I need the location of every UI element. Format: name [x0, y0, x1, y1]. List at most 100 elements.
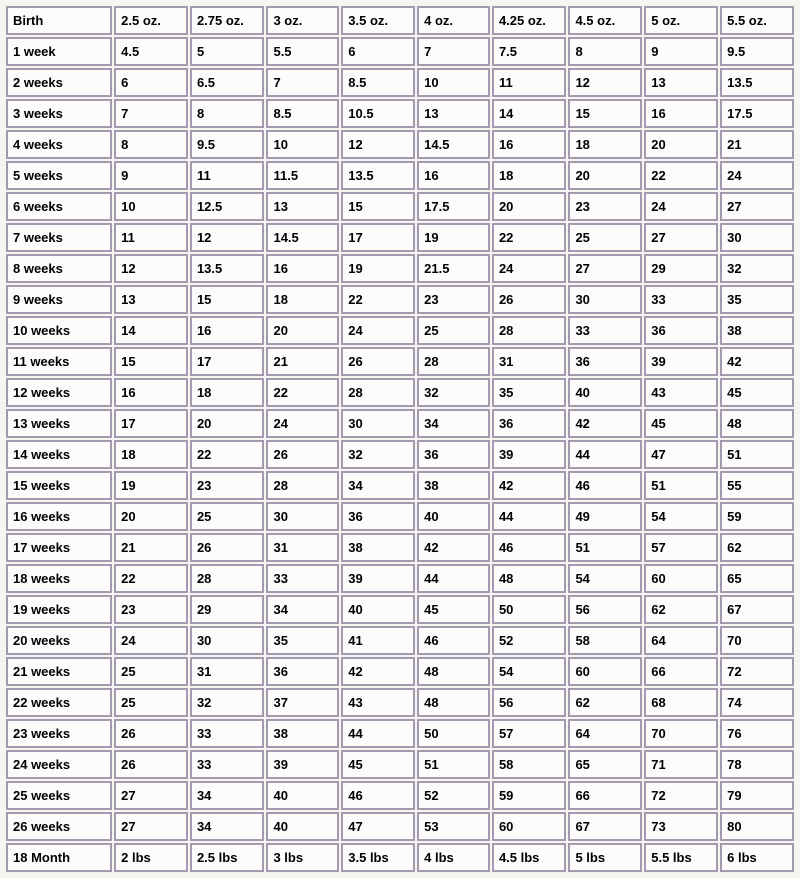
- data-cell: 10: [114, 192, 188, 221]
- table-row: 12 weeks161822283235404345: [6, 378, 794, 407]
- data-cell: 9.5: [720, 37, 794, 66]
- data-cell: 8: [568, 37, 642, 66]
- data-cell: 57: [644, 533, 718, 562]
- data-cell: 42: [492, 471, 567, 500]
- row-header-cell: 5 weeks: [6, 161, 112, 190]
- table-row: 25 weeks273440465259667279: [6, 781, 794, 810]
- data-cell: 6: [114, 68, 188, 97]
- table-row: 22 weeks253237434856626874: [6, 688, 794, 717]
- data-cell: 17: [341, 223, 415, 252]
- row-header-cell: 24 weeks: [6, 750, 112, 779]
- data-cell: 21: [114, 533, 188, 562]
- data-cell: 38: [341, 533, 415, 562]
- data-cell: 24: [341, 316, 415, 345]
- data-cell: 72: [720, 657, 794, 686]
- data-cell: 45: [720, 378, 794, 407]
- data-cell: 47: [644, 440, 718, 469]
- data-cell: 54: [644, 502, 718, 531]
- data-cell: 45: [341, 750, 415, 779]
- data-cell: 16: [644, 99, 718, 128]
- data-cell: 15: [568, 99, 642, 128]
- data-cell: 17.5: [417, 192, 490, 221]
- data-cell: 38: [720, 316, 794, 345]
- data-cell: 41: [341, 626, 415, 655]
- data-cell: 34: [190, 781, 265, 810]
- data-cell: 32: [417, 378, 490, 407]
- data-cell: 10: [417, 68, 490, 97]
- table-row: 7 weeks111214.5171922252730: [6, 223, 794, 252]
- table-row: 11 weeks151721262831363942: [6, 347, 794, 376]
- row-header-cell: 20 weeks: [6, 626, 112, 655]
- data-cell: 5 lbs: [568, 843, 642, 872]
- table-row: 4 weeks89.5101214.516182021: [6, 130, 794, 159]
- data-cell: 13.5: [720, 68, 794, 97]
- data-cell: 66: [568, 781, 642, 810]
- data-cell: 70: [720, 626, 794, 655]
- data-cell: 16: [492, 130, 567, 159]
- data-cell: 3 oz.: [266, 6, 339, 35]
- data-cell: 60: [644, 564, 718, 593]
- row-header-cell: Birth: [6, 6, 112, 35]
- data-cell: 45: [417, 595, 490, 624]
- data-cell: 27: [568, 254, 642, 283]
- row-header-cell: 1 week: [6, 37, 112, 66]
- data-cell: 13.5: [190, 254, 265, 283]
- data-cell: 14: [492, 99, 567, 128]
- row-header-cell: 17 weeks: [6, 533, 112, 562]
- data-cell: 51: [720, 440, 794, 469]
- row-header-cell: 8 weeks: [6, 254, 112, 283]
- data-cell: 16: [417, 161, 490, 190]
- data-cell: 16: [190, 316, 265, 345]
- data-cell: 5.5 lbs: [644, 843, 718, 872]
- data-cell: 60: [568, 657, 642, 686]
- data-cell: 13.5: [341, 161, 415, 190]
- data-cell: 34: [417, 409, 490, 438]
- table-row: 18 Month2 lbs2.5 lbs3 lbs3.5 lbs4 lbs4.5…: [6, 843, 794, 872]
- data-cell: 66: [644, 657, 718, 686]
- table-row: 10 weeks141620242528333638: [6, 316, 794, 345]
- data-cell: 6.5: [190, 68, 265, 97]
- data-cell: 32: [341, 440, 415, 469]
- data-cell: 30: [720, 223, 794, 252]
- data-cell: 18: [190, 378, 265, 407]
- weight-growth-table: Birth2.5 oz.2.75 oz.3 oz.3.5 oz.4 oz.4.2…: [4, 4, 796, 874]
- data-cell: 44: [492, 502, 567, 531]
- data-cell: 68: [644, 688, 718, 717]
- table-row: 13 weeks172024303436424548: [6, 409, 794, 438]
- data-cell: 28: [190, 564, 265, 593]
- data-cell: 59: [720, 502, 794, 531]
- data-cell: 25: [568, 223, 642, 252]
- data-cell: 11: [190, 161, 265, 190]
- data-cell: 14.5: [266, 223, 339, 252]
- data-cell: 8.5: [266, 99, 339, 128]
- data-cell: 51: [644, 471, 718, 500]
- data-cell: 7: [266, 68, 339, 97]
- data-cell: 44: [568, 440, 642, 469]
- data-cell: 38: [266, 719, 339, 748]
- data-cell: 42: [417, 533, 490, 562]
- data-cell: 33: [190, 719, 265, 748]
- data-cell: 13: [114, 285, 188, 314]
- table-row: 8 weeks1213.5161921.524272932: [6, 254, 794, 283]
- data-cell: 52: [417, 781, 490, 810]
- data-cell: 18: [492, 161, 567, 190]
- row-header-cell: 19 weeks: [6, 595, 112, 624]
- row-header-cell: 7 weeks: [6, 223, 112, 252]
- data-cell: 55: [720, 471, 794, 500]
- data-cell: 44: [341, 719, 415, 748]
- data-cell: 17: [114, 409, 188, 438]
- data-cell: 58: [568, 626, 642, 655]
- data-cell: 25: [114, 657, 188, 686]
- data-cell: 10.5: [341, 99, 415, 128]
- data-cell: 57: [492, 719, 567, 748]
- data-cell: 30: [341, 409, 415, 438]
- data-cell: 17: [190, 347, 265, 376]
- data-cell: 3.5 oz.: [341, 6, 415, 35]
- data-cell: 5 oz.: [644, 6, 718, 35]
- data-cell: 26: [341, 347, 415, 376]
- data-cell: 20: [266, 316, 339, 345]
- data-cell: 34: [266, 595, 339, 624]
- data-cell: 24: [644, 192, 718, 221]
- data-cell: 21: [720, 130, 794, 159]
- data-cell: 31: [190, 657, 265, 686]
